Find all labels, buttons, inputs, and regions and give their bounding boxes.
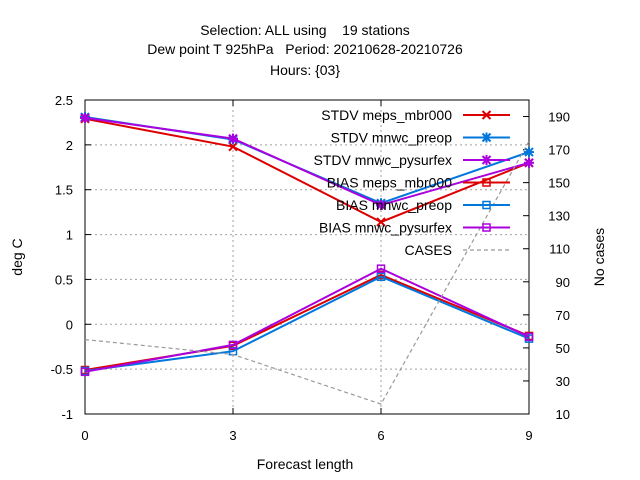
data-point: [376, 264, 386, 273]
data-point: [376, 272, 386, 281]
data-point: [228, 141, 238, 152]
x-tick-label: 6: [377, 428, 384, 443]
y2-tick-label: 170: [548, 143, 570, 158]
data-point: [524, 332, 534, 342]
series-line: [84, 275, 530, 372]
y2-tick-label: 150: [548, 176, 570, 191]
x-tick-label: 0: [81, 428, 88, 443]
plot-frame: [84, 99, 530, 415]
y2-tick-label: 10: [556, 407, 570, 422]
y-tick-label: -0.5: [51, 362, 73, 377]
y-tick-label: 2.5: [55, 93, 73, 108]
chart-title-line-2: Dew point T 925hPa Period: 20210628-2021…: [147, 41, 463, 57]
x-tick-label: 9: [525, 428, 532, 443]
series-group: [80, 112, 534, 405]
legend-marker: [481, 110, 492, 120]
chart-title-line-3: Hours: {03}: [270, 62, 340, 78]
grid-lines: [85, 100, 529, 414]
legend: STDV meps_mbr000 STDV mnwc_preop STDV mnwc…: [314, 107, 510, 258]
chart-title-line-1: Selection: ALL using 19 stations: [200, 22, 410, 38]
legend-marker: [482, 200, 491, 210]
y2-tick-label: 190: [548, 110, 570, 125]
y2-tick-label: 30: [556, 374, 570, 389]
x-axis-label: Forecast length: [257, 456, 354, 472]
axis-ticks: 0 3 6 9 -1 -0.5 0 0.5 1 1.5 2 2.5 10 30 50 70 90 110 130 15…: [51, 93, 570, 443]
series-line: [84, 141, 530, 405]
legend-label: BIAS mnwc_pysurfex: [319, 220, 452, 236]
legend-label: STDV meps_mbr000: [321, 107, 452, 123]
y-tick-label: 0: [66, 317, 73, 332]
y2-tick-label: 70: [556, 308, 570, 323]
x-tick-label: 3: [229, 428, 236, 443]
legend-label: BIAS meps_mbr000: [327, 175, 452, 191]
legend-label: STDV mnwc_preop: [331, 130, 453, 146]
y2-tick-label: 130: [548, 209, 570, 224]
y2-tick-label: 90: [556, 275, 570, 290]
y2-axis-label: No cases: [591, 228, 607, 286]
series-line: [84, 267, 530, 373]
legend-label: STDV mnwc_pysurfex: [314, 152, 452, 168]
y-tick-label: 0.5: [55, 272, 73, 287]
y-tick-label: -1: [61, 407, 73, 422]
series-line: [84, 273, 530, 371]
y-tick-label: 1: [66, 228, 73, 243]
legend-label: BIAS mnwc_preop: [336, 197, 452, 213]
legend-marker: [482, 178, 491, 187]
y2-tick-label: 50: [556, 341, 570, 356]
y-tick-label: 2: [66, 138, 73, 153]
data-point: [228, 340, 238, 350]
y-tick-label: 1.5: [55, 183, 73, 198]
data-point: [376, 217, 386, 227]
y-axis-label: deg C: [9, 238, 25, 275]
legend-marker: [482, 223, 491, 232]
series-line: [84, 117, 530, 224]
data-point: [80, 367, 90, 377]
series-line: [84, 116, 530, 207]
legend-label: CASES: [405, 242, 452, 258]
y2-tick-label: 110: [549, 242, 570, 257]
